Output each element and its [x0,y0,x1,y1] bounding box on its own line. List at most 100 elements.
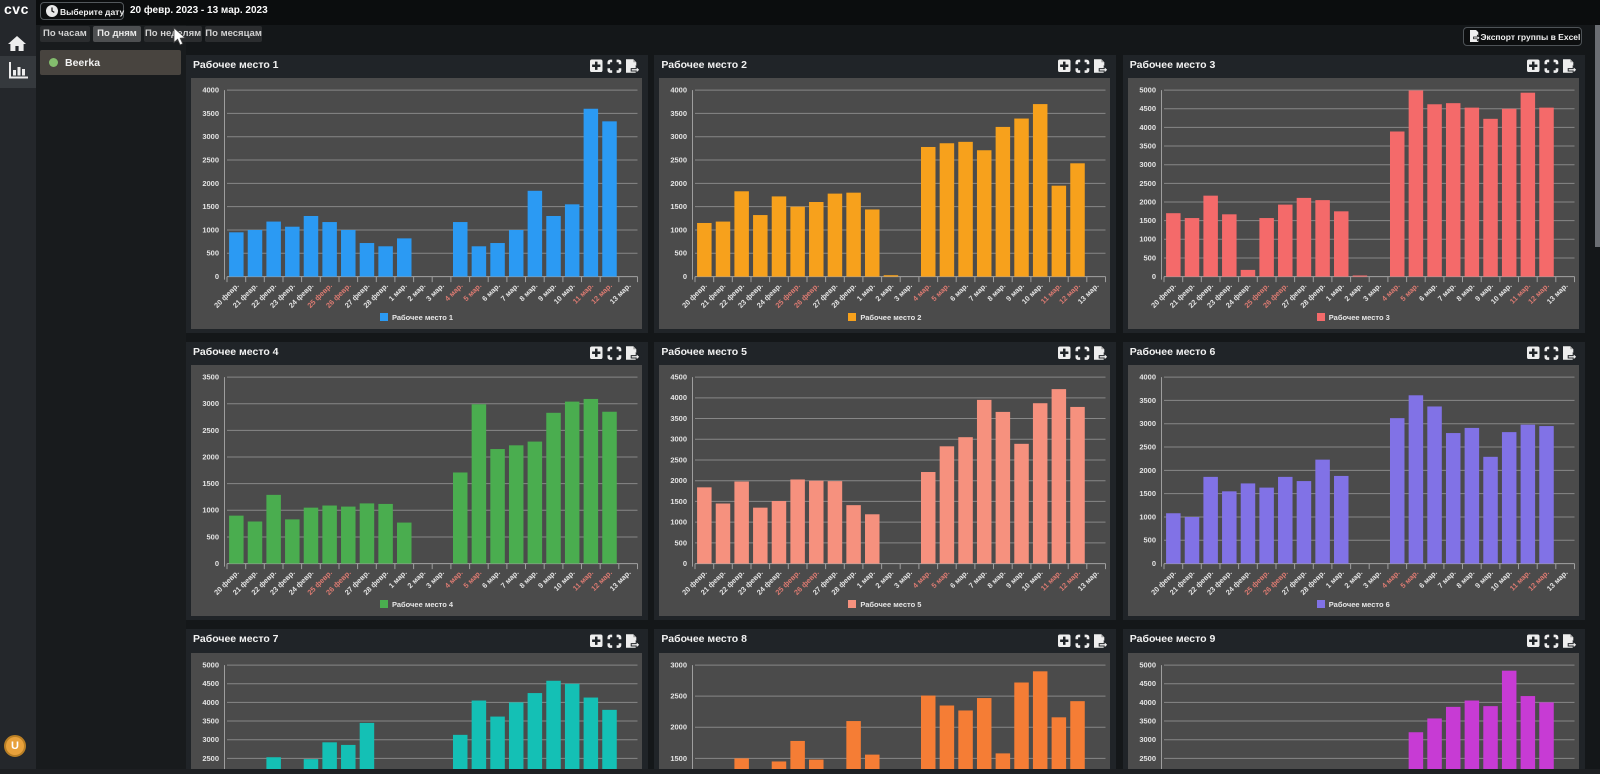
svg-text:7 мар.: 7 мар. [499,281,521,303]
svg-text:3000: 3000 [671,660,688,669]
svg-text:6 мар.: 6 мар. [948,568,970,590]
svg-text:2000: 2000 [202,453,219,462]
svg-text:2500: 2500 [1139,753,1156,762]
svg-text:2500: 2500 [202,156,219,165]
svg-text:8 мар.: 8 мар. [986,568,1008,590]
svg-text:3500: 3500 [1139,396,1156,405]
svg-text:2 мар.: 2 мар. [874,568,896,590]
svg-text:2 мар.: 2 мар. [405,568,427,590]
svg-text:5 мар.: 5 мар. [1398,568,1420,590]
svg-text:3000: 3000 [202,735,219,744]
svg-text:2500: 2500 [671,456,688,465]
svg-text:4 мар.: 4 мар. [911,281,933,303]
svg-text:3000: 3000 [202,132,219,141]
svg-text:0: 0 [683,272,687,281]
svg-text:5000: 5000 [1139,86,1156,95]
svg-text:1000: 1000 [671,518,688,527]
svg-text:4000: 4000 [202,697,219,706]
svg-text:3 мар.: 3 мар. [893,281,915,303]
svg-text:3500: 3500 [671,414,688,423]
svg-text:1500: 1500 [671,753,688,762]
svg-text:4500: 4500 [202,679,219,688]
svg-text:1500: 1500 [202,479,219,488]
svg-text:2500: 2500 [1139,179,1156,188]
svg-text:4500: 4500 [1139,679,1156,688]
svg-text:4500: 4500 [1139,104,1156,113]
svg-text:3 мар.: 3 мар. [893,568,915,590]
svg-text:2500: 2500 [1139,443,1156,452]
svg-text:4 мар.: 4 мар. [443,281,465,303]
svg-text:8 мар.: 8 мар. [1454,281,1476,303]
svg-text:8 мар.: 8 мар. [517,568,539,590]
svg-text:1 мар.: 1 мар. [1324,281,1346,303]
svg-text:4500: 4500 [671,373,688,382]
svg-text:4000: 4000 [1139,373,1156,382]
svg-text:500: 500 [206,533,219,542]
svg-text:2 мар.: 2 мар. [405,281,427,303]
svg-text:1000: 1000 [202,506,219,515]
svg-text:1000: 1000 [671,225,688,234]
svg-text:2000: 2000 [1139,197,1156,206]
svg-text:7 мар.: 7 мар. [967,281,989,303]
svg-text:3500: 3500 [202,109,219,118]
svg-text:500: 500 [206,249,219,258]
svg-text:4000: 4000 [671,86,688,95]
svg-text:7 мар.: 7 мар. [967,568,989,590]
svg-text:3000: 3000 [671,132,688,141]
svg-text:500: 500 [1143,253,1156,262]
svg-text:6 мар.: 6 мар. [1417,568,1439,590]
svg-text:3000: 3000 [202,399,219,408]
svg-text:7 мар.: 7 мар. [1436,281,1458,303]
svg-text:2 мар.: 2 мар. [1342,281,1364,303]
svg-text:2000: 2000 [671,476,688,485]
svg-text:6 мар.: 6 мар. [948,281,970,303]
svg-text:2 мар.: 2 мар. [874,281,896,303]
svg-text:3 мар.: 3 мар. [1361,281,1383,303]
svg-text:0: 0 [683,559,687,568]
svg-text:4 мар.: 4 мар. [443,568,465,590]
svg-text:1500: 1500 [202,202,219,211]
svg-text:6 мар.: 6 мар. [480,281,502,303]
svg-text:2000: 2000 [202,179,219,188]
svg-text:3 мар.: 3 мар. [424,281,446,303]
svg-text:4000: 4000 [202,86,219,95]
svg-text:1 мар.: 1 мар. [387,568,409,590]
svg-text:500: 500 [675,249,688,258]
svg-text:2 мар.: 2 мар. [1342,568,1364,590]
svg-text:500: 500 [1143,536,1156,545]
svg-text:1500: 1500 [671,202,688,211]
svg-text:5 мар.: 5 мар. [461,568,483,590]
svg-text:13 мар.: 13 мар. [1545,568,1570,593]
svg-text:6 мар.: 6 мар. [480,568,502,590]
svg-text:5 мар.: 5 мар. [461,281,483,303]
svg-text:1 мар.: 1 мар. [1324,568,1346,590]
svg-text:0: 0 [1152,559,1156,568]
svg-text:1 мар.: 1 мар. [855,568,877,590]
svg-text:1 мар.: 1 мар. [855,281,877,303]
svg-text:2000: 2000 [671,179,688,188]
svg-text:2000: 2000 [1139,466,1156,475]
svg-text:3 мар.: 3 мар. [424,568,446,590]
svg-text:13 мар.: 13 мар. [1545,281,1570,306]
svg-text:3000: 3000 [1139,419,1156,428]
svg-text:0: 0 [215,559,219,568]
svg-text:3000: 3000 [671,435,688,444]
svg-text:13 мар.: 13 мар. [608,568,633,593]
svg-text:0: 0 [215,272,219,281]
svg-text:4000: 4000 [1139,697,1156,706]
svg-text:2500: 2500 [202,753,219,762]
svg-text:3500: 3500 [1139,142,1156,151]
svg-text:5 мар.: 5 мар. [930,568,952,590]
svg-text:3500: 3500 [202,716,219,725]
svg-text:1500: 1500 [671,497,688,506]
svg-text:8 мар.: 8 мар. [986,281,1008,303]
svg-text:0: 0 [1152,272,1156,281]
svg-text:1000: 1000 [202,225,219,234]
svg-text:1000: 1000 [1139,235,1156,244]
svg-text:1500: 1500 [1139,489,1156,498]
svg-text:5 мар.: 5 мар. [930,281,952,303]
svg-text:4 мар.: 4 мар. [1380,281,1402,303]
svg-text:13 мар.: 13 мар. [1076,281,1101,306]
svg-text:5000: 5000 [202,660,219,669]
svg-text:4000: 4000 [1139,123,1156,132]
